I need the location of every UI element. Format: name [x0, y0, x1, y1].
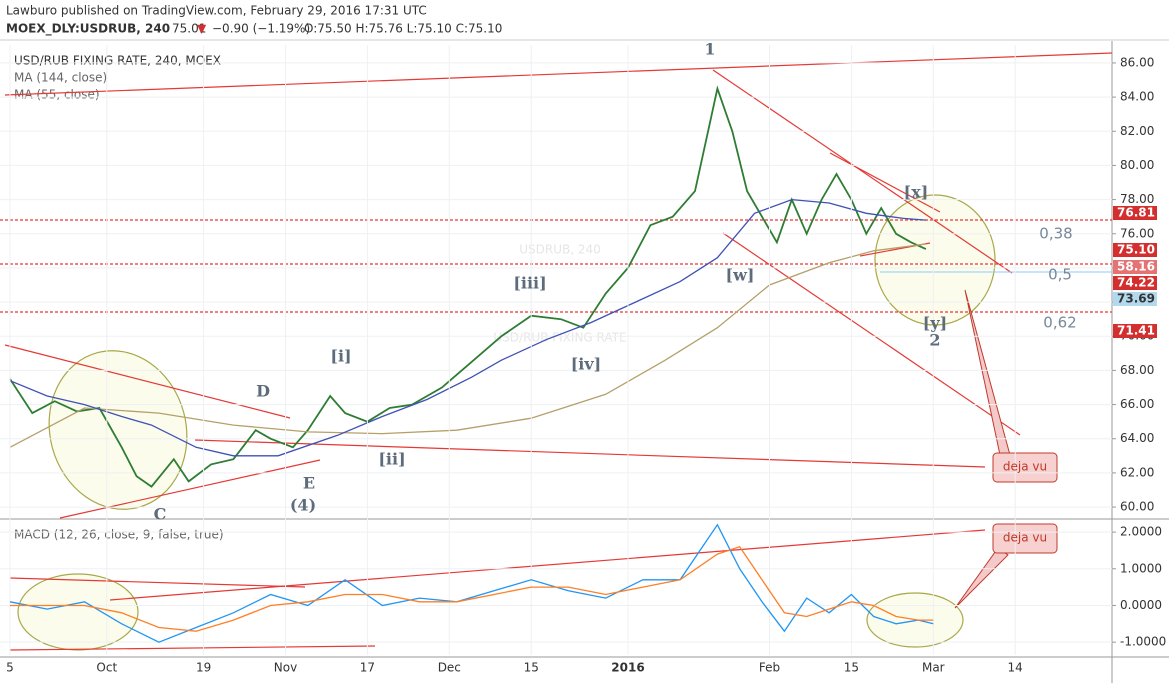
y-tick-label: -1.0000 [1120, 635, 1166, 649]
ellipse [17, 573, 139, 651]
x-tick-label: 5 [6, 661, 14, 675]
trendline [722, 232, 1021, 436]
series-line [10, 546, 934, 632]
x-tick-label: 17 [360, 661, 375, 675]
y-tick-label: 0.0000 [1120, 598, 1162, 612]
y-tick-label: 64.00 [1120, 431, 1154, 445]
price-marker [1113, 276, 1157, 290]
trendline [4, 344, 291, 419]
trendline [4, 52, 1113, 96]
wave-label: C [154, 505, 167, 524]
wave-label: D [256, 382, 270, 401]
wave-label: [iv] [571, 355, 602, 374]
chart-title: USD/RUB FIXING RATE, 240, MOEX [14, 54, 221, 68]
wave-label: 2 [929, 331, 940, 350]
y-tick-label: 68.00 [1120, 363, 1154, 377]
wave-label: [ii] [378, 450, 405, 469]
price-marker [1113, 206, 1157, 220]
wave-label: [i] [330, 347, 351, 366]
y-tick-label: 86.00 [1120, 55, 1154, 69]
publisher: Lawburo published on TradingView.com, Fe… [6, 4, 427, 18]
x-tick-label: 19 [196, 661, 211, 675]
wave-label: [y] [923, 314, 947, 333]
y-tick-label: 62.00 [1120, 465, 1154, 479]
y-tick-label: 2.0000 [1120, 525, 1162, 539]
y-tick-label: 80.00 [1120, 158, 1154, 172]
price-marker-label: 76.81 [1117, 206, 1155, 220]
watermark: USDRUB, 240 [519, 243, 601, 257]
fib-label: 0,5 [1048, 266, 1072, 284]
price-marker-label: 71.41 [1117, 324, 1155, 338]
x-tick-label: Mar [922, 661, 945, 675]
callout [992, 523, 1058, 554]
price-marker-label: 74.22 [1117, 276, 1155, 290]
wave-label: (4) [290, 496, 316, 515]
drawings [0, 52, 1113, 651]
symbol: MOEX_DLY:USDRUB, 240 [6, 22, 170, 37]
x-tick-label: Feb [759, 661, 780, 675]
trendline [9, 645, 376, 651]
y-tick-label: 66.00 [1120, 397, 1154, 411]
x-tick-label: Dec [438, 661, 461, 675]
y-tick-label: 84.00 [1120, 90, 1154, 104]
y-tick-label: 76.00 [1120, 226, 1154, 240]
last-price: 75.01 [172, 22, 206, 36]
x-tick-label: 15 [524, 661, 539, 675]
x-tick-label: 15 [844, 661, 859, 675]
trendline [712, 69, 1013, 274]
trendline [9, 577, 306, 588]
y-tick-label: 60.00 [1120, 500, 1154, 514]
price-marker [1113, 292, 1157, 306]
price-marker [1113, 324, 1157, 338]
price-marker-label: 75.10 [1117, 243, 1155, 257]
y-tick-label: 1.0000 [1120, 561, 1162, 575]
x-tick-label: 14 [1008, 661, 1023, 675]
watermark-sub: USD/RUB FIXING RATE [493, 331, 626, 345]
price-marker-label: 73.69 [1117, 292, 1155, 306]
callout-text: deja vu [1003, 460, 1047, 474]
fib-label: 0,38 [1039, 225, 1072, 243]
y-tick-label: 82.00 [1120, 124, 1154, 138]
price-marker [1113, 260, 1157, 274]
ohlc: O:75.50 H:75.76 L:75.10 C:75.10 [304, 22, 502, 36]
macd-title: MACD (12, 26, close, 9, false, true) [14, 528, 224, 542]
wave-label: E [303, 474, 315, 493]
trendline [194, 439, 986, 468]
series-line [9, 85, 927, 488]
series-line [9, 198, 926, 457]
y-tick-label: 78.00 [1120, 192, 1154, 206]
wave-label: [w] [726, 266, 755, 285]
change: −0.90 (−1.19%) [212, 22, 310, 36]
trendline [829, 152, 941, 213]
x-tick-label: Oct [96, 661, 117, 675]
fib-label: 0,62 [1043, 314, 1076, 332]
x-tick-label: 2016 [611, 661, 644, 675]
price-marker-label: 58.16 [1117, 260, 1155, 274]
trendline [109, 529, 986, 601]
down-arrow: ▼ [197, 22, 207, 36]
callout-text: deja vu [1003, 531, 1047, 545]
legend-ma144: MA (144, close) [14, 71, 107, 85]
trendline [59, 459, 321, 519]
wave-label: [x] [904, 183, 929, 202]
wave-label: [iii] [513, 274, 546, 293]
x-tick-label: Nov [274, 661, 297, 675]
legend-ma55: MA (55, close) [14, 88, 100, 102]
wave-label: 1 [704, 40, 715, 59]
price-marker [1113, 243, 1157, 257]
ellipse [874, 194, 996, 326]
callout [992, 452, 1058, 483]
